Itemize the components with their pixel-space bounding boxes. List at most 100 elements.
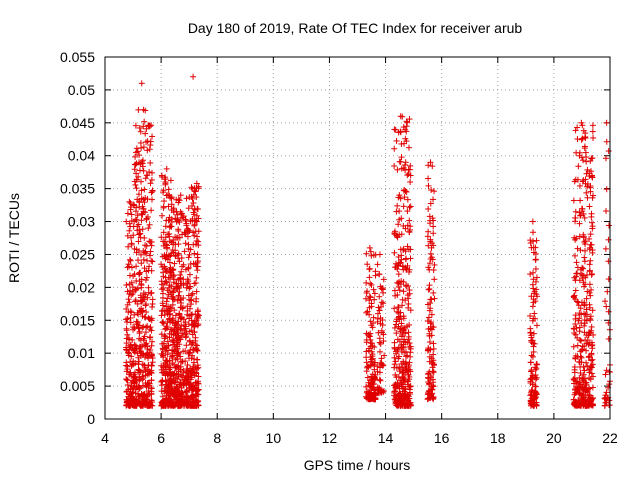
data-point <box>431 295 438 302</box>
data-point <box>576 328 583 335</box>
data-point <box>589 225 596 232</box>
data-point <box>428 244 435 251</box>
data-point <box>194 254 201 261</box>
data-point <box>427 250 434 257</box>
data-point <box>380 300 387 307</box>
data-point <box>166 398 173 405</box>
data-point <box>366 244 373 251</box>
data-point <box>131 271 138 278</box>
data-point <box>178 215 185 222</box>
data-point <box>143 384 150 391</box>
data-point <box>396 192 403 199</box>
data-point <box>166 266 173 273</box>
data-point <box>367 343 374 350</box>
data-point <box>527 359 534 366</box>
data-point <box>168 223 175 230</box>
data-point <box>606 381 613 388</box>
data-point <box>144 294 151 301</box>
data-point <box>428 383 435 390</box>
data-point <box>148 176 155 183</box>
y-tick-label: 0.04 <box>68 148 95 164</box>
data-point <box>571 366 578 373</box>
data-point <box>391 361 398 368</box>
data-point <box>190 260 197 267</box>
data-point <box>163 390 170 397</box>
data-point <box>148 377 155 384</box>
data-point <box>137 139 144 146</box>
data-point <box>180 276 187 283</box>
data-point <box>377 377 384 384</box>
data-point <box>589 356 596 363</box>
data-point <box>163 165 170 172</box>
data-point <box>407 178 414 185</box>
data-point <box>127 358 134 365</box>
data-point <box>576 182 583 189</box>
data-point <box>185 205 192 212</box>
data-point <box>429 163 436 170</box>
data-point <box>124 288 131 295</box>
data-point <box>603 207 610 214</box>
data-point <box>396 385 403 392</box>
data-point <box>130 324 137 331</box>
data-point <box>173 364 180 371</box>
data-point <box>162 174 169 181</box>
data-point <box>587 366 594 373</box>
data-point <box>168 380 175 387</box>
data-point <box>427 346 434 353</box>
data-point <box>189 321 196 328</box>
data-point <box>376 271 383 278</box>
data-point <box>602 298 609 305</box>
data-point <box>189 290 196 297</box>
data-point <box>135 173 142 180</box>
data-point <box>578 347 585 354</box>
data-point <box>572 287 579 294</box>
data-point <box>141 234 148 241</box>
data-point <box>130 389 137 396</box>
data-point <box>430 230 437 237</box>
data-point <box>379 321 386 328</box>
data-point <box>578 136 585 143</box>
data-point <box>167 223 174 230</box>
data-point <box>165 291 172 298</box>
data-point <box>581 302 588 309</box>
data-point <box>193 295 200 302</box>
data-point <box>406 266 413 273</box>
data-point <box>367 280 374 287</box>
data-point <box>132 161 139 168</box>
data-point <box>400 288 407 295</box>
data-point <box>397 128 404 135</box>
data-point <box>576 315 583 322</box>
data-point <box>148 342 155 349</box>
data-point <box>195 373 202 380</box>
data-points <box>123 73 613 409</box>
data-point <box>147 159 154 166</box>
data-point <box>126 227 133 234</box>
data-point <box>141 186 148 193</box>
data-point <box>397 129 404 136</box>
data-point <box>146 316 153 323</box>
data-point <box>581 329 588 336</box>
data-point <box>195 312 202 319</box>
data-point <box>531 310 538 317</box>
data-point <box>577 363 584 370</box>
data-point <box>378 299 385 306</box>
data-point <box>588 286 595 293</box>
data-point <box>425 205 432 212</box>
data-point <box>366 274 373 281</box>
data-point <box>426 213 433 220</box>
data-point <box>430 369 437 376</box>
data-point <box>166 334 173 341</box>
data-point <box>148 207 155 214</box>
data-point <box>127 385 134 392</box>
data-point <box>147 239 154 246</box>
data-point <box>425 228 432 235</box>
data-point <box>134 309 141 316</box>
data-point <box>398 320 405 327</box>
data-point <box>132 122 139 129</box>
data-point <box>363 389 370 396</box>
data-point <box>583 306 590 313</box>
data-point <box>366 311 373 318</box>
data-point <box>579 208 586 215</box>
data-point <box>430 223 437 230</box>
data-point <box>175 196 182 203</box>
